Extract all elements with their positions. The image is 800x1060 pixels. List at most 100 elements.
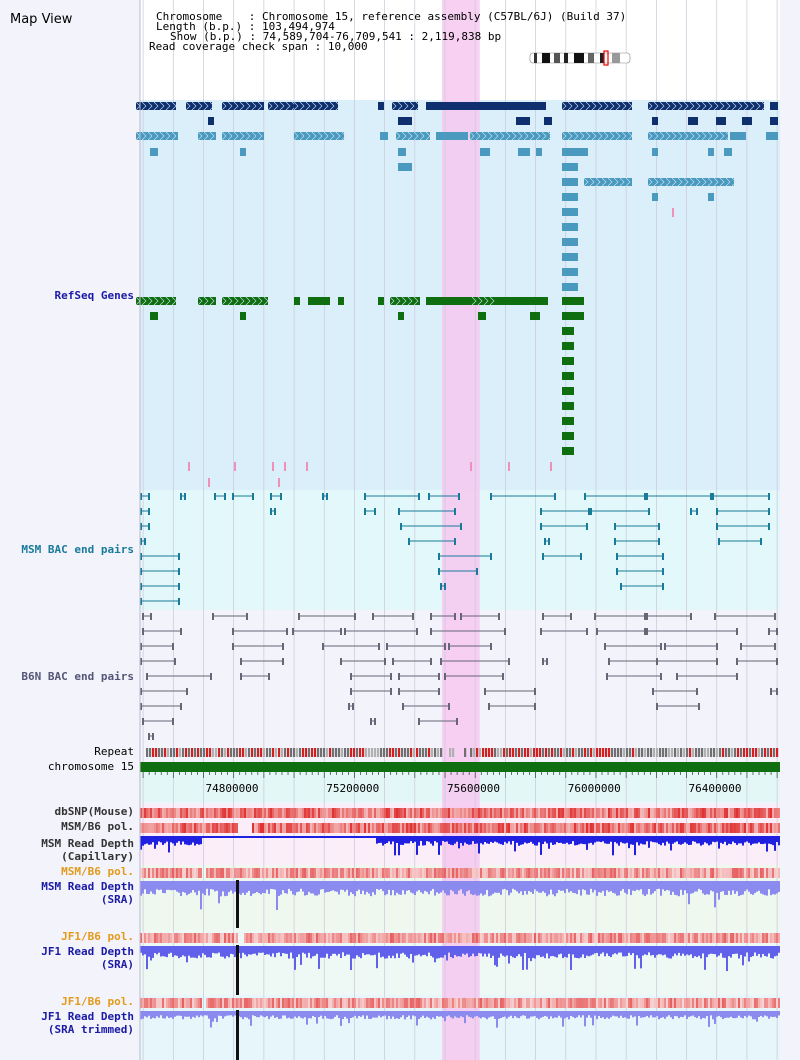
refseq-genes-label[interactable]: RefSeq Genes [54, 289, 134, 302]
gene-feature[interactable] [562, 387, 574, 395]
gene-feature[interactable] [562, 342, 574, 350]
gene-feature[interactable] [268, 102, 296, 110]
gene-feature[interactable] [562, 327, 574, 335]
read-depth-bar [580, 946, 582, 958]
gene-feature[interactable] [378, 297, 384, 305]
gene-feature[interactable] [136, 132, 178, 140]
gene-feature[interactable] [240, 312, 246, 320]
gene-feature[interactable] [396, 132, 430, 140]
gene-feature[interactable] [536, 148, 542, 156]
gene-feature[interactable] [688, 117, 698, 125]
gene-feature[interactable] [562, 163, 578, 171]
gene-feature[interactable] [294, 132, 344, 140]
dbsnp-label[interactable]: dbSNP(Mouse) [54, 805, 134, 818]
gene-feature[interactable] [222, 297, 268, 305]
gene-feature[interactable] [380, 132, 388, 140]
gene-feature[interactable] [716, 117, 726, 125]
jf1-depth-sra-label[interactable]: JF1 Read Depth [41, 945, 134, 958]
gene-feature[interactable] [770, 102, 778, 110]
gene-feature[interactable] [480, 148, 490, 156]
msm-b6-pol-label[interactable]: MSM/B6 pol. [61, 820, 134, 833]
gene-feature[interactable] [562, 312, 584, 320]
gene-feature[interactable] [562, 178, 578, 186]
gene-feature[interactable] [150, 148, 158, 156]
gene-feature[interactable] [294, 297, 300, 305]
gene-feature[interactable] [208, 117, 214, 125]
gene-feature[interactable] [562, 148, 588, 156]
gene-feature[interactable] [478, 312, 486, 320]
msm-b6-pol2-label[interactable]: MSM/B6 pol. [61, 865, 134, 878]
gene-feature[interactable] [562, 193, 578, 201]
gene-feature[interactable] [652, 148, 658, 156]
gene-feature[interactable] [186, 102, 212, 110]
gene-feature[interactable] [562, 357, 574, 365]
jf1-b6-pol-label[interactable]: JF1/B6 pol. [61, 930, 134, 943]
gene-feature[interactable] [562, 132, 632, 140]
gene-feature[interactable] [724, 148, 732, 156]
gene-feature[interactable] [398, 117, 412, 125]
gene-feature[interactable] [338, 297, 344, 305]
gene-feature[interactable] [426, 297, 482, 305]
gene-feature[interactable] [480, 102, 546, 110]
gene-feature[interactable] [496, 297, 548, 305]
gene-feature[interactable] [222, 102, 264, 110]
polymorphism-cell [488, 998, 490, 1008]
msm-depth-sra-label[interactable]: MSM Read Depth [41, 880, 134, 893]
chromosome-bar[interactable] [140, 762, 780, 772]
gene-feature[interactable] [766, 132, 778, 140]
jf1-b6-pol2-label[interactable]: JF1/B6 pol. [61, 995, 134, 1008]
polymorphism-cell [232, 933, 234, 943]
gene-feature[interactable] [562, 102, 632, 110]
gene-feature[interactable] [398, 163, 412, 171]
gene-feature[interactable] [648, 178, 734, 186]
gene-feature[interactable] [562, 297, 584, 305]
gene-feature[interactable] [530, 312, 540, 320]
gene-feature[interactable] [198, 132, 216, 140]
gene-feature[interactable] [240, 148, 246, 156]
repeat-label[interactable]: Repeat [94, 745, 134, 758]
gene-feature[interactable] [742, 117, 752, 125]
gene-feature[interactable] [708, 193, 714, 201]
gene-feature[interactable] [770, 117, 778, 125]
gene-feature[interactable] [390, 297, 420, 305]
msm-bac-label[interactable]: MSM BAC end pairs [21, 543, 134, 556]
gene-feature[interactable] [150, 312, 158, 320]
gene-feature[interactable] [562, 447, 574, 455]
gene-strand-arrow [625, 177, 631, 187]
gene-feature[interactable] [562, 417, 574, 425]
gene-feature[interactable] [730, 132, 746, 140]
gene-feature[interactable] [562, 223, 578, 231]
gene-feature[interactable] [652, 193, 658, 201]
gene-feature[interactable] [544, 117, 552, 125]
gene-feature[interactable] [562, 432, 574, 440]
jf1-depth-trim-label[interactable]: JF1 Read Depth [41, 1010, 134, 1023]
gene-feature[interactable] [136, 102, 176, 110]
gene-feature[interactable] [652, 117, 658, 125]
gene-feature[interactable] [562, 253, 578, 261]
gene-feature[interactable] [198, 297, 216, 305]
gene-feature[interactable] [436, 132, 468, 140]
gene-feature[interactable] [562, 283, 578, 291]
b6n-bac-label[interactable]: B6N BAC end pairs [21, 670, 134, 683]
gene-feature[interactable] [562, 238, 578, 246]
gene-feature[interactable] [472, 297, 496, 305]
gene-feature[interactable] [426, 102, 514, 110]
gene-feature[interactable] [518, 148, 530, 156]
gene-feature[interactable] [392, 102, 418, 110]
gene-feature[interactable] [398, 148, 406, 156]
gene-feature[interactable] [516, 117, 530, 125]
gene-feature[interactable] [562, 208, 578, 216]
gene-feature[interactable] [562, 402, 574, 410]
gene-feature[interactable] [708, 148, 714, 156]
msm-depth-capillary-label[interactable]: MSM Read Depth [41, 837, 134, 850]
gene-feature[interactable] [222, 132, 264, 140]
gene-feature[interactable] [308, 297, 330, 305]
read-depth-bar [558, 836, 560, 843]
gene-feature[interactable] [398, 312, 404, 320]
gene-feature[interactable] [584, 178, 632, 186]
gene-feature[interactable] [378, 102, 384, 110]
gene-feature[interactable] [136, 297, 176, 305]
gene-feature[interactable] [562, 372, 574, 380]
gene-feature[interactable] [562, 268, 578, 276]
